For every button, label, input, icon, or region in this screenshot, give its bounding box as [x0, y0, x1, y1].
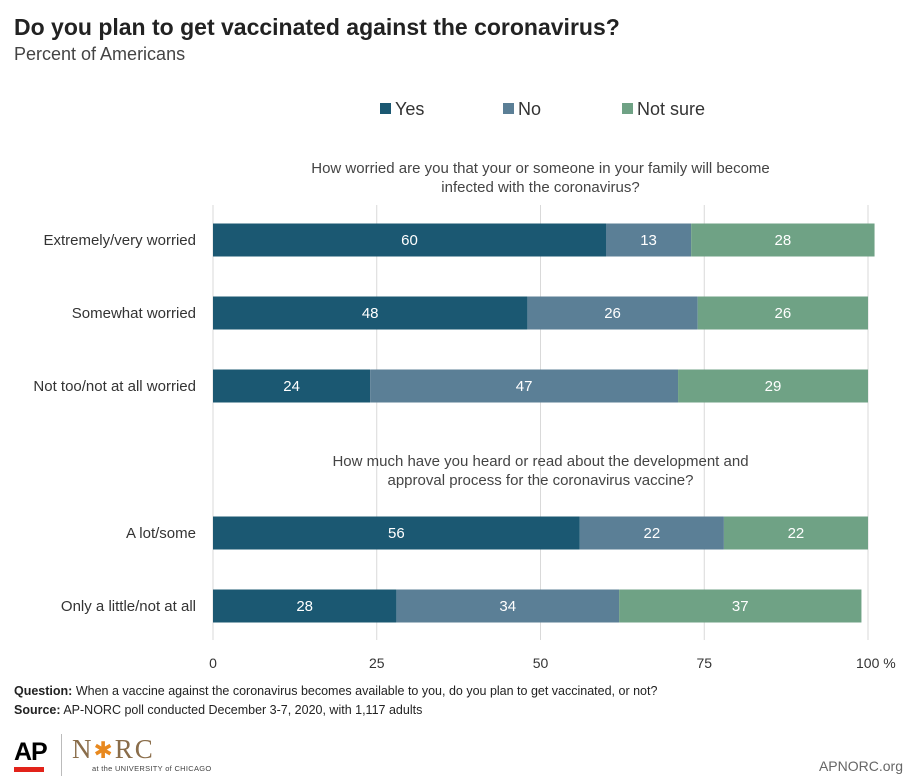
bar-segment [213, 369, 371, 403]
norc-logo: N✱RC [72, 734, 155, 765]
group-title-line: How much have you heard or read about th… [332, 453, 748, 470]
category-label: Only a little/not at all [61, 598, 196, 615]
category-label: Not too/not at all worried [33, 378, 196, 395]
data-label: 60 [401, 232, 418, 249]
data-label: 22 [788, 525, 805, 542]
legend-label: Yes [395, 99, 424, 119]
chart-subtitle: Percent of Americans [14, 44, 186, 64]
data-label: 28 [775, 232, 792, 249]
group-title-line: approval process for the coronavirus vac… [388, 472, 694, 489]
category-label: Somewhat worried [72, 305, 196, 322]
bar-segment [691, 223, 875, 257]
question-label: Question: [14, 684, 73, 698]
source-text: AP-NORC poll conducted December 3-7, 202… [60, 703, 423, 717]
data-label: 22 [644, 525, 661, 542]
category-label: Extremely/very worried [43, 232, 196, 249]
question-text: When a vaccine against the coronavirus b… [72, 684, 658, 698]
group-title-line: How worried are you that your or someone… [311, 160, 770, 177]
legend-swatch [380, 103, 391, 114]
question-note: Question: When a vaccine against the cor… [14, 684, 657, 698]
data-label: 47 [516, 378, 533, 395]
norc-logo-left: N [72, 734, 94, 764]
norc-logo-right: RC [114, 734, 155, 764]
bar-segment [213, 516, 580, 550]
bar-segment [213, 589, 397, 623]
bar-segment [527, 296, 698, 330]
x-tick-label: 50 [533, 655, 549, 671]
x-tick-label: 0 [209, 655, 217, 671]
legend-swatch [503, 103, 514, 114]
bar-segment [396, 589, 620, 623]
stacked-bar-chart: Yes No Not sure How worried are you that yo… [33, 99, 896, 671]
uchicago-text: at the UNIVERSITY of CHICAGO [92, 764, 212, 773]
legend-label: Not sure [637, 99, 705, 119]
source-note: Source: AP-NORC poll conducted December … [14, 703, 422, 717]
ap-logo-bar [14, 767, 44, 772]
data-label: 37 [732, 598, 749, 615]
legend-label: No [518, 99, 541, 119]
data-label: 29 [765, 378, 782, 395]
data-label: 26 [604, 305, 621, 322]
x-tick-label: 75 [696, 655, 712, 671]
x-tick-label: 100 % [856, 655, 896, 671]
bar-segment [678, 369, 868, 403]
website-link[interactable]: APNORC.org [818, 758, 903, 774]
bar-segment [213, 296, 528, 330]
data-label: 48 [362, 305, 379, 322]
x-tick-label: 25 [369, 655, 385, 671]
data-label: 26 [775, 305, 792, 322]
bar-segment [697, 296, 868, 330]
group-title-line: infected with the coronavirus? [441, 179, 639, 196]
category-label: A lot/some [126, 525, 196, 542]
ap-logo: AP [14, 738, 48, 766]
bar-segment [370, 369, 679, 403]
data-label: 34 [499, 598, 516, 615]
norc-star-icon: ✱ [93, 738, 115, 763]
bar-segment [606, 223, 692, 257]
data-label: 13 [640, 232, 657, 249]
bar-segment [213, 223, 606, 257]
data-label: 28 [296, 598, 313, 615]
logo-divider [61, 734, 62, 776]
chart-title: Do you plan to get vaccinated against th… [14, 14, 620, 40]
bar-segment [723, 516, 868, 550]
data-label: 24 [283, 378, 300, 395]
bar-segment [619, 589, 862, 623]
data-label: 56 [388, 525, 405, 542]
bar-segment [579, 516, 724, 550]
source-label: Source: [14, 703, 61, 717]
legend-swatch [622, 103, 633, 114]
